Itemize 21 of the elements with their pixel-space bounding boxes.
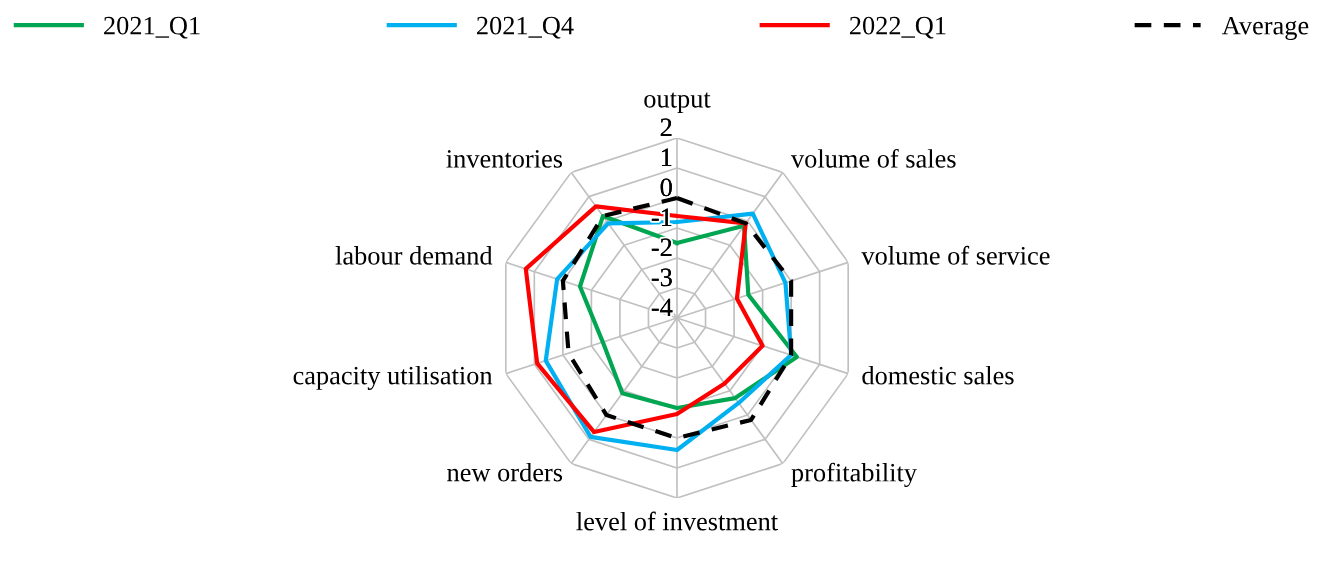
y-tick-label: 0 bbox=[660, 178, 672, 197]
legend-label: 2021_Q4 bbox=[477, 16, 574, 39]
y-tick-label: -3 bbox=[651, 268, 672, 287]
spoke-label: inventories bbox=[446, 150, 563, 168]
legend-label: Average bbox=[1222, 16, 1309, 40]
spoke-label: output bbox=[644, 92, 711, 113]
spoke-label: domestic sales bbox=[862, 365, 1014, 385]
spoke-label: new orders bbox=[447, 462, 563, 482]
legend-label: 2021_Q1 bbox=[104, 16, 200, 39]
legend-label: 2022_Q1 bbox=[849, 16, 946, 39]
spoke-label: level of investment bbox=[576, 511, 778, 531]
y-tick-label: -4 bbox=[651, 298, 673, 317]
spoke-label: volume of sales bbox=[790, 148, 956, 168]
y-tick-label: 1 bbox=[661, 148, 672, 167]
spoke-label: profitability bbox=[791, 462, 917, 487]
y-tick-label: 2 bbox=[660, 118, 672, 137]
spoke-label: labour demand bbox=[335, 246, 493, 265]
spoke-label: capacity utilisation bbox=[293, 365, 493, 390]
spoke-label: volume of service bbox=[861, 245, 1050, 265]
y-tick-label: -2 bbox=[651, 238, 672, 257]
y-tick-label: -1 bbox=[651, 208, 672, 227]
